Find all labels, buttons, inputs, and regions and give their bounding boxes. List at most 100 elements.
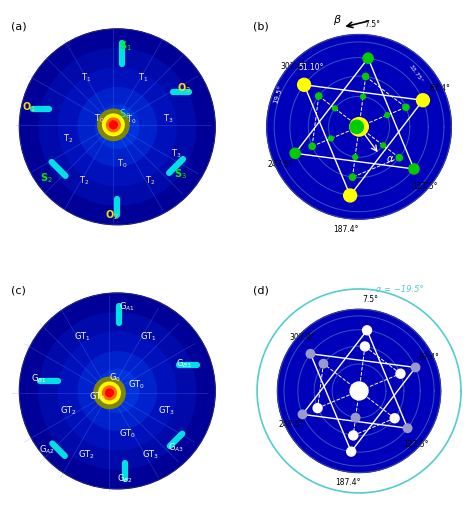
Circle shape <box>290 148 300 158</box>
Circle shape <box>39 313 196 469</box>
Circle shape <box>78 352 156 430</box>
Circle shape <box>381 143 386 148</box>
Circle shape <box>106 389 113 397</box>
Text: G$_{B2}$: G$_{B2}$ <box>117 473 133 485</box>
Circle shape <box>350 382 368 400</box>
Text: G$_{B1}$: G$_{B1}$ <box>31 373 47 385</box>
Text: T$_2$: T$_2$ <box>146 174 156 187</box>
Circle shape <box>360 342 369 351</box>
Circle shape <box>103 386 116 400</box>
Text: 33.75°: 33.75° <box>408 63 424 84</box>
Circle shape <box>109 121 117 129</box>
Text: G$_{A3}$: G$_{A3}$ <box>168 441 184 454</box>
Text: T$_1$: T$_1$ <box>137 72 148 84</box>
Text: 307.4°: 307.4° <box>290 334 316 343</box>
Circle shape <box>363 326 372 335</box>
Text: T$_3$: T$_3$ <box>163 113 173 125</box>
Text: (c): (c) <box>11 285 27 295</box>
Circle shape <box>353 155 357 160</box>
Text: O$_2$: O$_2$ <box>105 208 119 222</box>
Text: S$_1$: S$_1$ <box>119 40 131 53</box>
Text: GT$_0$: GT$_0$ <box>128 379 146 391</box>
Text: G$_{B3}$: G$_{B3}$ <box>176 357 192 370</box>
Text: GT$_2$: GT$_2$ <box>78 448 94 461</box>
Text: T$_0$: T$_0$ <box>117 158 128 170</box>
Text: GT$_0$: GT$_0$ <box>118 428 136 440</box>
Text: 187.4°: 187.4° <box>334 225 359 234</box>
Circle shape <box>363 73 369 79</box>
Text: T$_3$: T$_3$ <box>171 148 182 161</box>
Text: T$_1$: T$_1$ <box>81 72 91 84</box>
Circle shape <box>59 332 176 450</box>
Circle shape <box>350 120 364 133</box>
Text: 127.5°: 127.5° <box>412 183 438 191</box>
Text: 7.5°: 7.5° <box>363 295 378 304</box>
Circle shape <box>94 377 125 408</box>
Circle shape <box>390 414 399 423</box>
Circle shape <box>298 78 310 91</box>
Circle shape <box>309 143 315 150</box>
Text: 19.5°: 19.5° <box>272 85 283 105</box>
Text: 67.4°: 67.4° <box>429 84 450 94</box>
Text: 127.5°: 127.5° <box>403 439 428 449</box>
Text: GT$_0$: GT$_0$ <box>89 391 106 403</box>
Circle shape <box>396 155 402 161</box>
Text: T$_0$: T$_0$ <box>94 113 105 125</box>
Text: GT$_3$: GT$_3$ <box>142 448 159 461</box>
Text: GT$_2$: GT$_2$ <box>60 404 77 417</box>
Circle shape <box>409 164 419 174</box>
Circle shape <box>361 94 365 99</box>
Circle shape <box>351 413 360 422</box>
Circle shape <box>98 109 129 141</box>
Circle shape <box>350 118 368 136</box>
Circle shape <box>59 68 176 186</box>
Circle shape <box>403 104 409 110</box>
Circle shape <box>298 410 307 418</box>
Circle shape <box>385 113 390 118</box>
Text: S$_2$: S$_2$ <box>40 171 53 185</box>
Circle shape <box>316 93 322 99</box>
Text: 7.5°: 7.5° <box>364 20 380 29</box>
Circle shape <box>277 310 441 472</box>
Text: G$_{A2}$: G$_{A2}$ <box>39 444 55 456</box>
Text: S$_0$: S$_0$ <box>119 107 131 121</box>
Circle shape <box>39 49 196 205</box>
Circle shape <box>403 424 412 433</box>
Circle shape <box>417 94 429 107</box>
Circle shape <box>328 136 333 141</box>
Text: T$_2$: T$_2$ <box>63 132 73 145</box>
Circle shape <box>346 447 356 456</box>
Text: 51.10°: 51.10° <box>298 63 324 72</box>
Text: GT$_1$: GT$_1$ <box>73 331 91 344</box>
Circle shape <box>267 35 451 219</box>
Text: O$_3$: O$_3$ <box>177 81 191 95</box>
Text: G$_{A1}$: G$_{A1}$ <box>119 301 135 313</box>
Text: T$_0$: T$_0$ <box>126 113 137 126</box>
Circle shape <box>363 53 373 63</box>
Text: 247.5°: 247.5° <box>268 160 293 169</box>
Circle shape <box>107 118 120 132</box>
Circle shape <box>96 105 139 149</box>
Text: (a): (a) <box>11 21 27 31</box>
Text: S$_3$: S$_3$ <box>174 167 187 181</box>
Circle shape <box>344 189 356 202</box>
Circle shape <box>349 174 356 180</box>
Text: T$_2$: T$_2$ <box>79 174 89 187</box>
Circle shape <box>349 431 358 440</box>
Circle shape <box>306 349 315 358</box>
Circle shape <box>78 88 156 166</box>
Text: (b): (b) <box>253 21 269 31</box>
Text: 247.5°: 247.5° <box>278 420 304 429</box>
Circle shape <box>103 114 124 135</box>
Circle shape <box>396 369 405 378</box>
Circle shape <box>411 363 420 372</box>
Text: GT$_3$: GT$_3$ <box>158 404 175 417</box>
Text: β: β <box>333 16 340 26</box>
Text: α = −19.5°: α = −19.5° <box>376 285 424 294</box>
Circle shape <box>96 369 139 413</box>
Text: (d): (d) <box>253 285 269 295</box>
Circle shape <box>319 359 328 368</box>
Text: 307.4°: 307.4° <box>281 62 306 71</box>
Circle shape <box>19 29 215 225</box>
Circle shape <box>99 382 120 404</box>
